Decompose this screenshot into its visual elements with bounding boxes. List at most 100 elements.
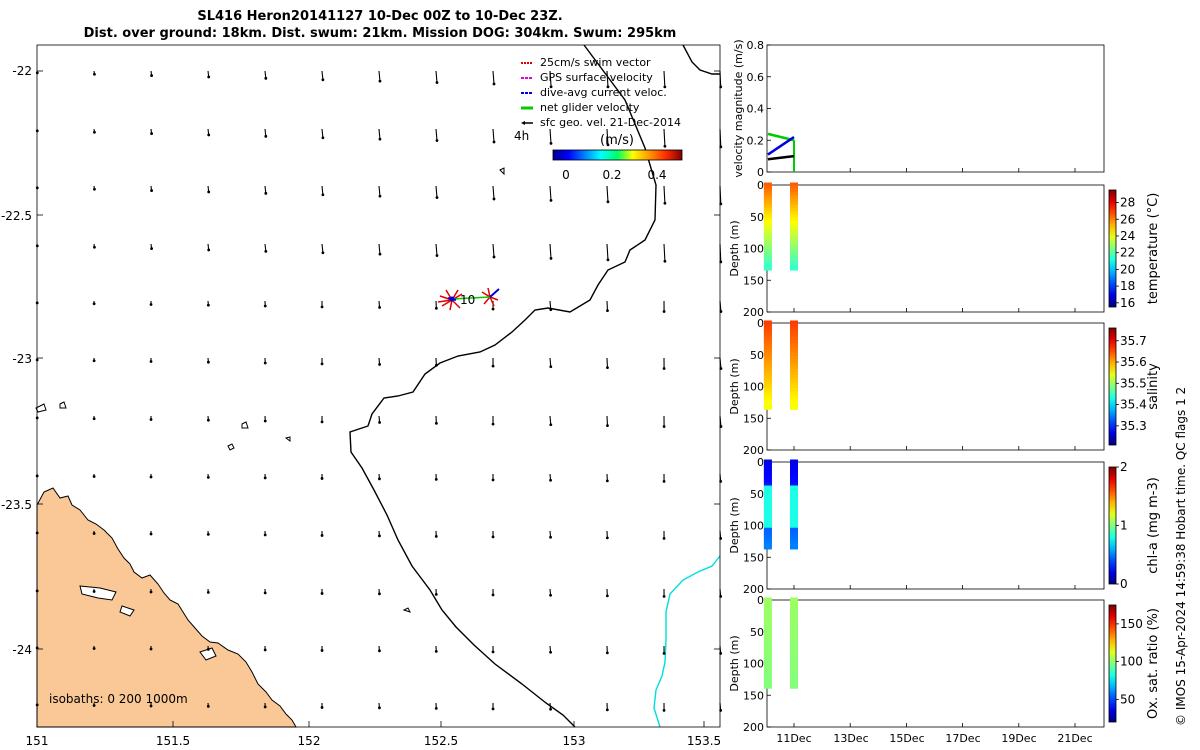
current-arrow bbox=[492, 243, 495, 258]
profile-point-0 bbox=[763, 378, 772, 385]
current-arrow-head bbox=[492, 255, 496, 259]
profile-point-0 bbox=[763, 404, 772, 410]
profile-point-1 bbox=[790, 185, 798, 192]
profile-point-0 bbox=[763, 246, 772, 252]
profile-point-1 bbox=[790, 660, 798, 666]
panel-ytick-label: 0.8 bbox=[747, 39, 765, 52]
profile-point-1 bbox=[790, 540, 798, 547]
profile-point-1 bbox=[790, 326, 798, 333]
profile-point-1 bbox=[790, 637, 798, 643]
current-arrow-head bbox=[492, 140, 496, 144]
current-arrow bbox=[663, 70, 666, 87]
profile-point-0 bbox=[763, 637, 772, 643]
profile-point-0 bbox=[763, 397, 772, 404]
profile-point-0 bbox=[763, 258, 772, 265]
current-arrow-head bbox=[378, 194, 382, 198]
profile-point-1 bbox=[790, 537, 798, 543]
current-arrow-head bbox=[435, 81, 439, 84]
current-arrow-head bbox=[149, 590, 153, 594]
current-arrow-head bbox=[491, 307, 495, 311]
profile-point-1 bbox=[790, 650, 798, 656]
profile-point-1 bbox=[790, 620, 798, 627]
profile-point-0 bbox=[763, 249, 772, 255]
profile-point-0 bbox=[763, 236, 772, 242]
profile-point-0 bbox=[763, 261, 772, 268]
profile-point-1 bbox=[790, 630, 798, 636]
current-arrow bbox=[378, 70, 381, 82]
current-arrow bbox=[549, 300, 552, 310]
current-arrow-head bbox=[149, 418, 153, 421]
profile-point-0 bbox=[763, 255, 772, 262]
profile-point-0 bbox=[763, 362, 772, 368]
profile-point-1 bbox=[790, 404, 798, 410]
current-arrow-head bbox=[92, 475, 96, 478]
profile-point-0 bbox=[763, 355, 772, 362]
current-arrow-head bbox=[491, 535, 495, 539]
profile-point-0 bbox=[763, 182, 772, 188]
profile-point-0 bbox=[763, 372, 772, 378]
profile-point-0 bbox=[763, 597, 772, 603]
current-arrow-head bbox=[662, 594, 666, 598]
profile-point-1 bbox=[790, 604, 798, 610]
colorbar-tick-2: 0.4 bbox=[647, 168, 666, 182]
profile-point-0 bbox=[763, 620, 772, 627]
profile-point-1 bbox=[790, 401, 798, 407]
profile-point-1 bbox=[790, 498, 798, 504]
profile-point-0 bbox=[763, 660, 772, 666]
current-arrow-head bbox=[93, 245, 96, 249]
time-tick-0: 11Dec bbox=[776, 732, 811, 745]
profile-point-1 bbox=[790, 488, 798, 495]
profile-point-1 bbox=[790, 530, 798, 537]
profile-point-1 bbox=[790, 617, 798, 623]
profile-point-1 bbox=[790, 472, 798, 478]
current-arrow-head bbox=[549, 365, 553, 369]
glider-position-marker bbox=[449, 296, 455, 302]
map-ytick-2: -23 bbox=[12, 352, 32, 366]
current-arrow-head bbox=[321, 136, 325, 140]
isobath-1000m bbox=[653, 555, 721, 728]
panel-ytick-label: 100 bbox=[743, 381, 764, 394]
current-arrow-head bbox=[663, 201, 667, 205]
velocity-series-2 bbox=[767, 154, 795, 161]
panel-ytick-label: 0 bbox=[757, 317, 764, 330]
current-arrow bbox=[321, 185, 324, 195]
current-arrow-head bbox=[434, 592, 438, 596]
current-arrow-head bbox=[207, 75, 211, 79]
title-line-1: SL416 Heron20141127 10-Dec 00Z to 10-Dec… bbox=[197, 9, 563, 24]
current-arrow-head bbox=[549, 85, 553, 89]
profile-point-0 bbox=[763, 633, 772, 640]
current-arrow-head bbox=[434, 706, 438, 710]
current-arrow-head bbox=[492, 197, 496, 201]
current-arrow-head bbox=[606, 424, 609, 428]
profile-point-0 bbox=[763, 192, 772, 198]
profile-point-1 bbox=[790, 633, 798, 640]
current-arrow bbox=[606, 128, 609, 145]
profile-point-1 bbox=[790, 543, 798, 550]
panel-ytick-label: 0.2 bbox=[747, 134, 765, 147]
profile-point-0 bbox=[763, 223, 772, 230]
profile-point-1 bbox=[790, 491, 798, 498]
current-arrow-head bbox=[264, 191, 268, 195]
map-y-tick-labels: -22 -22.5 -23 -23.5 -24 bbox=[1, 64, 32, 657]
profile-point-1 bbox=[790, 265, 798, 271]
current-arrow-head bbox=[549, 141, 553, 145]
current-arrow-head bbox=[207, 133, 211, 137]
current-arrow-head bbox=[606, 200, 610, 204]
profile-point-0 bbox=[763, 343, 772, 349]
current-arrow-head bbox=[378, 592, 381, 596]
current-arrow-head bbox=[92, 417, 96, 421]
profile-point-1 bbox=[790, 478, 798, 485]
profile-point-0 bbox=[763, 508, 772, 514]
profile-point-0 bbox=[763, 511, 772, 517]
current-arrow-head bbox=[149, 303, 153, 306]
current-arrow-head bbox=[491, 364, 495, 368]
current-arrow-head bbox=[662, 310, 666, 313]
panel-ytick-label: 150 bbox=[743, 412, 764, 425]
time-tick-4: 19Dec bbox=[1001, 732, 1036, 745]
current-arrow-head bbox=[150, 189, 153, 192]
profile-point-1 bbox=[790, 670, 798, 676]
current-arrow-head bbox=[321, 78, 325, 82]
current-arrow-head bbox=[434, 421, 438, 425]
